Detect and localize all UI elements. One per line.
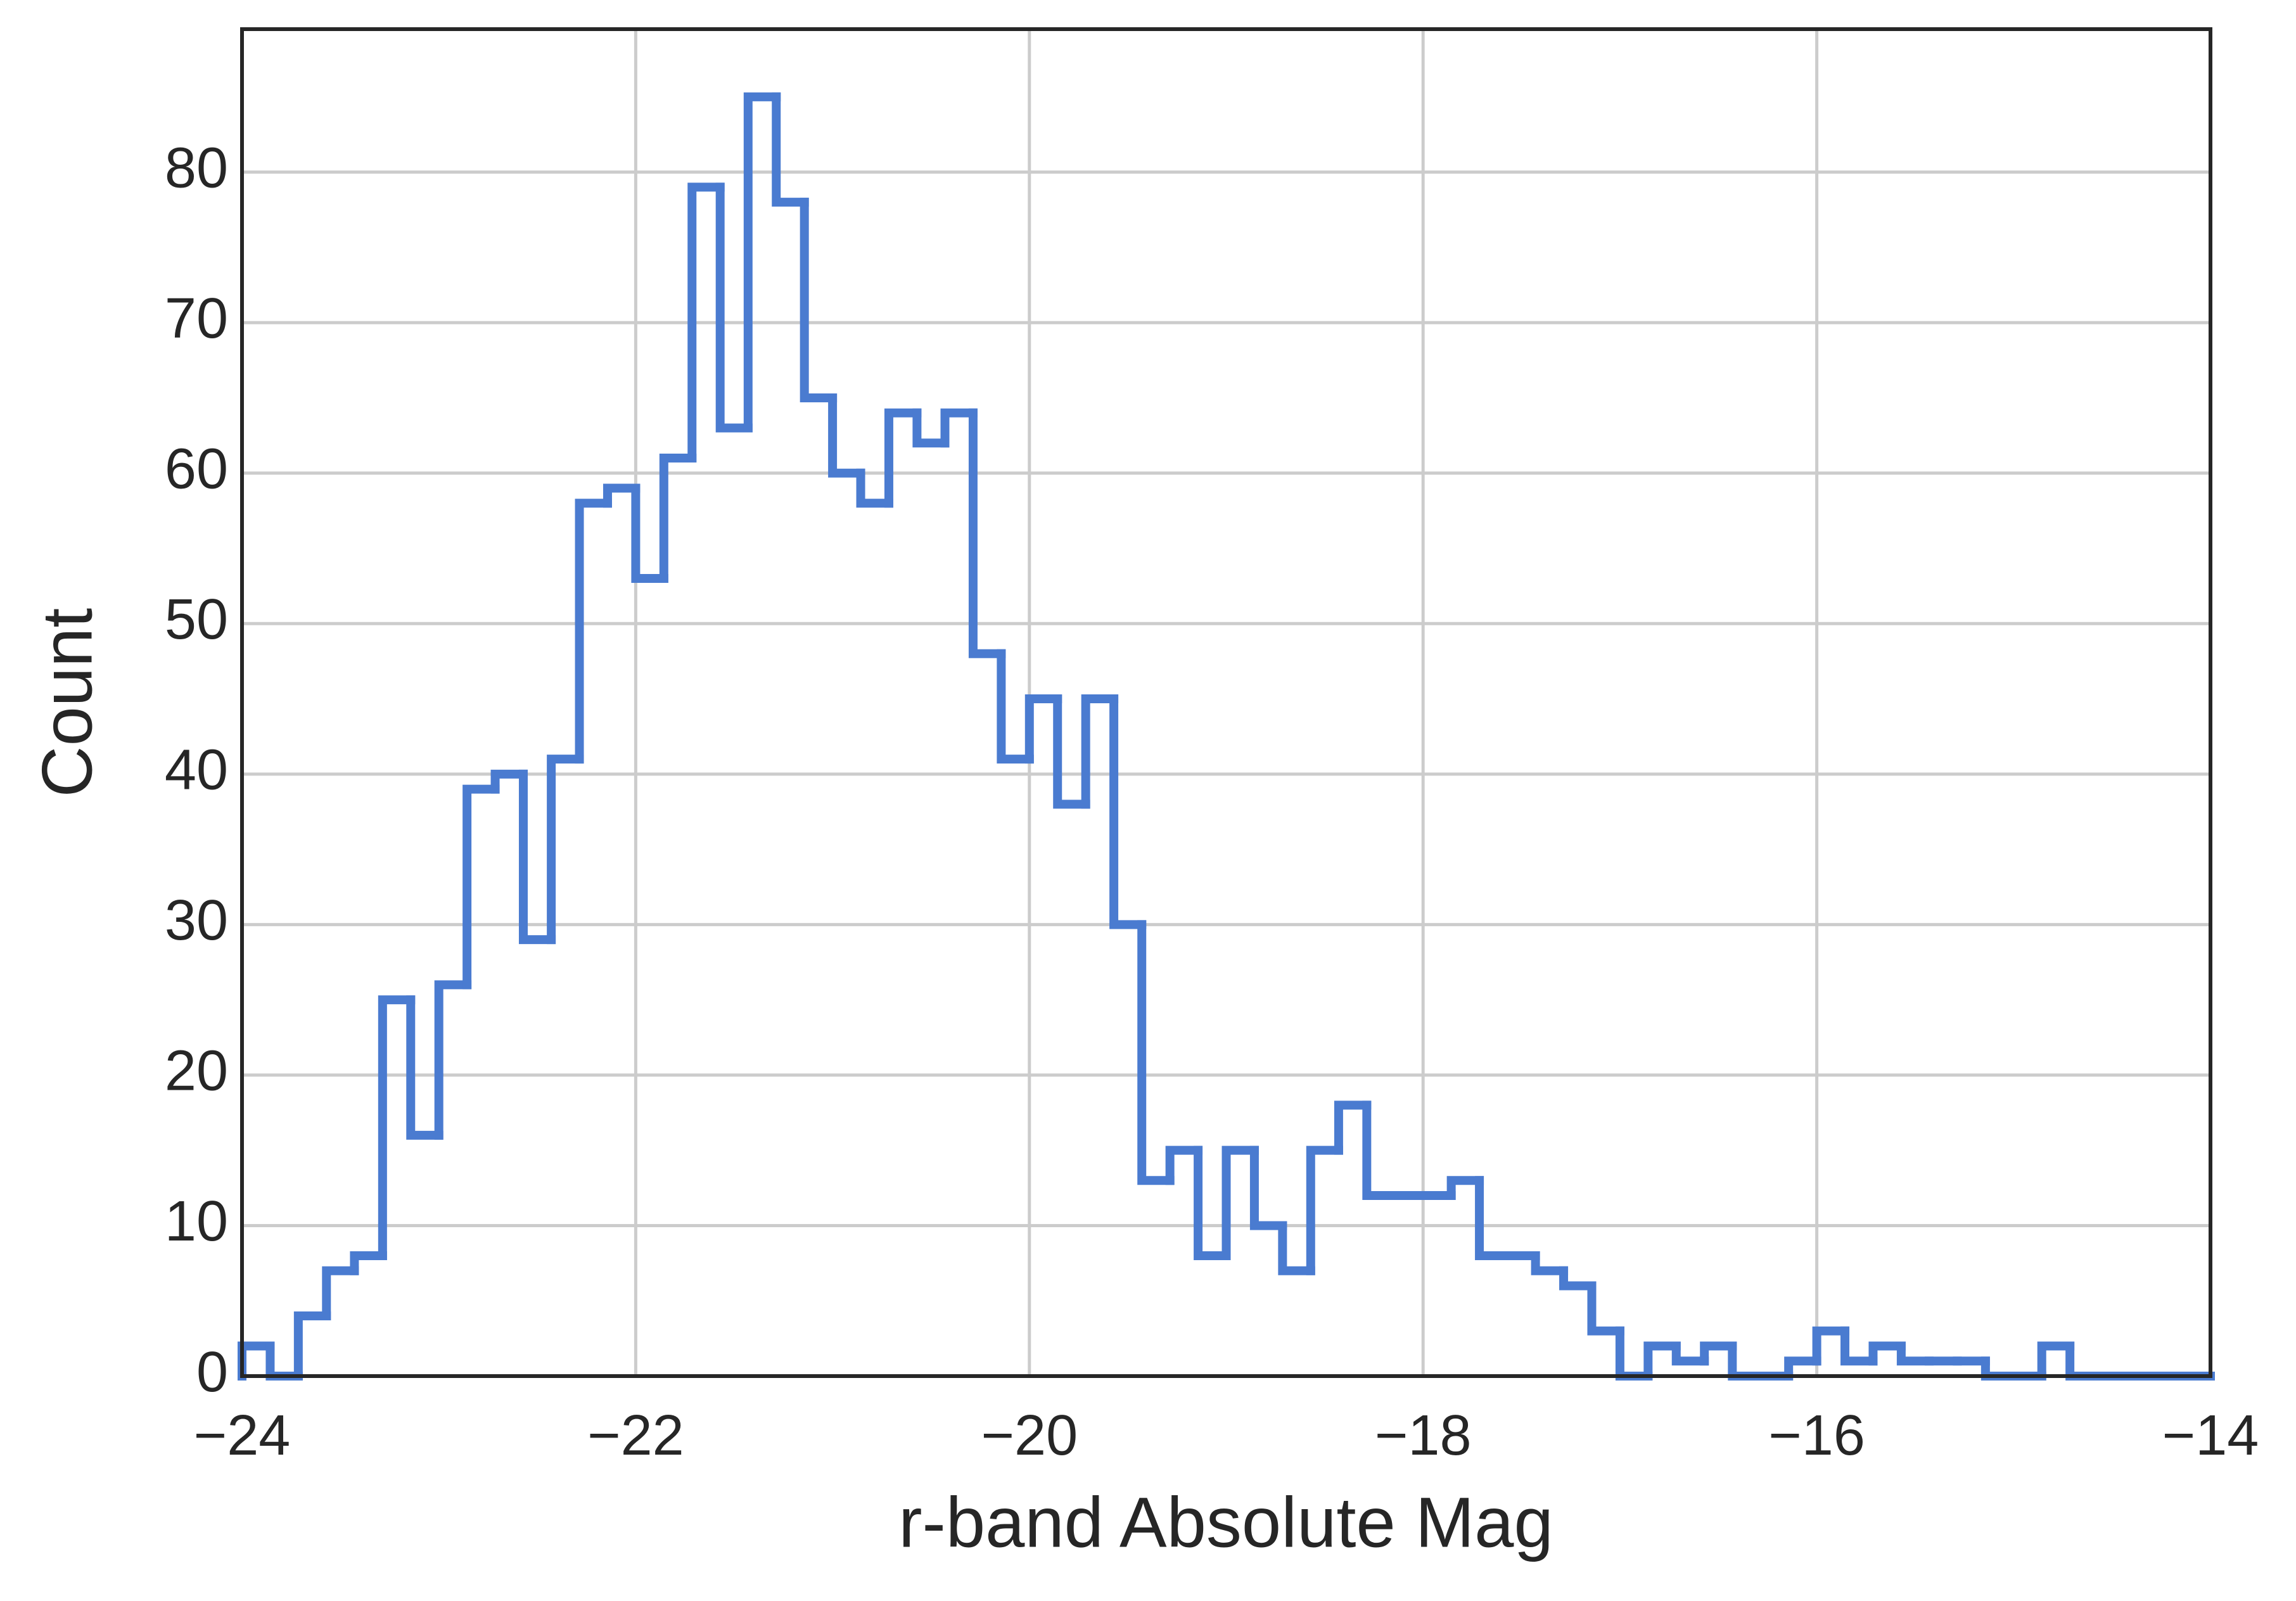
histogram-bin (1137, 920, 1175, 1185)
histogram-bin (912, 408, 950, 448)
histogram-bin (1784, 1356, 1821, 1381)
histogram-bin (1334, 1100, 1372, 1155)
histogram-bin (631, 483, 668, 584)
histogram-bin (575, 499, 612, 764)
histogram-bin (518, 769, 556, 945)
histogram-bin (687, 182, 725, 462)
histogram-bin (1306, 1145, 1343, 1275)
histogram-bin (884, 408, 922, 508)
histogram-bin (350, 1251, 387, 1275)
plot-frame (240, 27, 2212, 1378)
histogram-bin (1024, 694, 1062, 764)
histogram-bin (462, 784, 500, 990)
histogram-bin (1278, 1221, 1315, 1275)
histogram-bin (1587, 1281, 1624, 1336)
histogram-bin (378, 995, 416, 1260)
histogram-bin (1194, 1145, 1231, 1260)
y-tick-label: 40 (165, 739, 228, 802)
histogram-bin (1109, 694, 1147, 929)
histogram-bin (659, 453, 697, 584)
histogram-bin (1081, 694, 1119, 809)
y-tick-label: 20 (165, 1040, 228, 1103)
histogram-bin (490, 769, 528, 794)
y-tick-label: 70 (165, 287, 228, 350)
histogram-bin (743, 92, 781, 433)
histogram-bin (1221, 1145, 1259, 1260)
histogram-bin (322, 1266, 359, 1320)
histogram-bin (406, 995, 443, 1140)
histogram-bin (547, 755, 584, 945)
histogram-bin (293, 1311, 331, 1381)
histogram-bin (1531, 1251, 1569, 1275)
histogram-bin (772, 92, 809, 207)
histogram-bin (800, 198, 838, 402)
histogram-bin (1249, 1145, 1287, 1230)
histogram-bin (1671, 1341, 1709, 1366)
y-tick-label: 10 (165, 1190, 228, 1253)
histogram-bin (1812, 1326, 1850, 1366)
x-tick-label: −20 (981, 1404, 1078, 1467)
y-tick-label: 80 (165, 136, 228, 200)
histogram-bin (1446, 1176, 1484, 1200)
y-axis-label: Count (28, 608, 107, 798)
histogram-bin (1053, 694, 1090, 809)
histogram-bin (828, 393, 865, 478)
histogram-bin (434, 980, 472, 1140)
x-tick-label: −24 (194, 1404, 291, 1467)
histogram-bin (715, 182, 753, 433)
x-tick-label: −14 (2162, 1404, 2259, 1467)
histogram-bin (1165, 1145, 1203, 1185)
y-tick-label: 60 (165, 438, 228, 501)
x-axis-label: r-band Absolute Mag (898, 1483, 1553, 1562)
histogram-bin (997, 649, 1034, 764)
x-tick-label: −18 (1375, 1404, 1472, 1467)
histogram-bin (1896, 1341, 1934, 1366)
histogram-bin (1559, 1266, 1597, 1291)
histogram-bin (1643, 1341, 1681, 1381)
histogram-bin (1362, 1100, 1400, 1200)
histogram-bin (968, 408, 1006, 658)
histogram-bin (2037, 1341, 2075, 1381)
y-tick-label: 30 (165, 889, 228, 952)
y-tick-label: 50 (165, 588, 228, 651)
histogram-bin (1868, 1341, 1906, 1366)
x-tick-label: −16 (1768, 1404, 1865, 1467)
x-tick-label: −22 (587, 1404, 684, 1467)
histogram-bin (1840, 1326, 1878, 1366)
histogram-bin (1700, 1341, 1737, 1366)
histogram-bin (940, 408, 978, 448)
histogram-bin (603, 483, 641, 508)
y-tick-label: 0 (196, 1341, 228, 1404)
histogram-bin (1475, 1176, 1512, 1260)
histogram-bin (856, 468, 893, 508)
